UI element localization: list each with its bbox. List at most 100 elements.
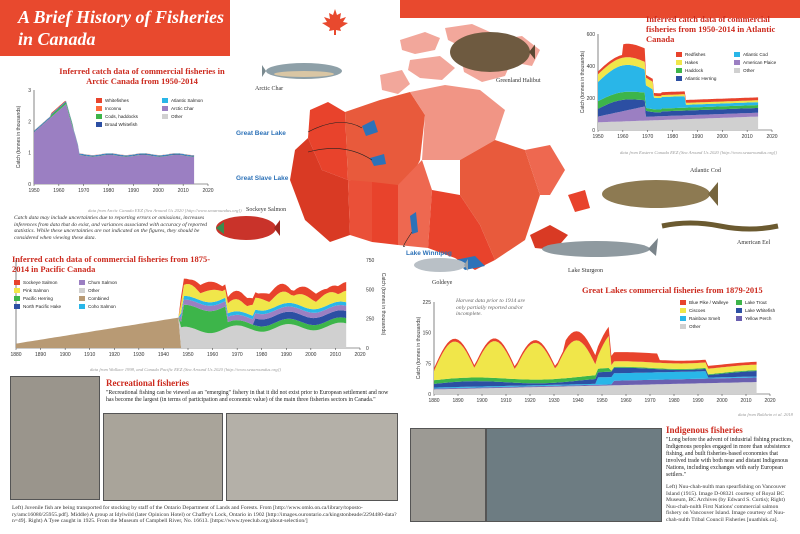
legend-label: Atlantic Cod (743, 51, 768, 57)
title-line-1: A Brief History of Fisheries (18, 7, 225, 27)
region-newfoundland (568, 190, 590, 212)
arctic-legend-item: Atlantic Salmon (162, 96, 228, 104)
legend-label: Other (88, 287, 100, 293)
pacific-legend-item: Chum Salmon (79, 278, 144, 286)
series-band (598, 57, 759, 105)
legend-label: Pacific Herring (23, 295, 53, 301)
pacific-legend-item: Combined (79, 294, 144, 302)
x-tick-label: 1950 (28, 188, 39, 194)
atlantic-legend-item: American Plaice (734, 58, 792, 66)
greatlakes-legend-item: Other (680, 322, 736, 330)
y-tick-label: 3 (28, 88, 31, 94)
x-tick-label: 1910 (500, 398, 511, 404)
greatlakes-legend-item: Yellow Perch (736, 314, 792, 322)
legend-label: Sockeye Salmon (23, 279, 58, 285)
series-band (434, 377, 757, 390)
x-tick-label: 2010 (178, 188, 189, 194)
series-band (34, 104, 195, 184)
series-band (598, 99, 759, 117)
legend-label: Pink Salmon (23, 287, 49, 293)
legend-swatch (676, 51, 682, 57)
legend-label: Redfishes (685, 51, 706, 57)
legend-label: Coho Salmon (88, 303, 116, 309)
arctic-legend-item: Arctic Char (162, 104, 228, 112)
region-quebec (460, 140, 540, 260)
goldeye-illustration (414, 258, 468, 272)
greatlakes-legend-item: Lake Trout (736, 298, 792, 306)
greatlakes-source: data from Baldwin et al. 2018 (738, 412, 793, 417)
x-tick-label: 1880 (428, 398, 439, 404)
arctic-source: data from Arctic Canada EEZ (Sea Around … (88, 208, 242, 213)
pacific-legend-item: Sockeye Salmon (14, 278, 79, 286)
title-line-2: in Canada (18, 29, 96, 49)
legend-label: Ciscoes (689, 307, 706, 313)
x-tick-label: 1930 (133, 352, 144, 358)
legend-label: Hakes (685, 59, 699, 65)
atlantic-legend-item: Atlantic Herring (676, 74, 734, 82)
lake-sturgeon-illustration (542, 238, 658, 257)
recreational-title: Recreational fisheries (106, 378, 190, 388)
x-tick-label: 2010 (742, 134, 753, 140)
y-axis-label: Catch (tonnes in thousands) (16, 105, 22, 168)
pacific-legend: Sockeye Salmon Chum Salmon Pink Salmon Othe… (14, 278, 144, 310)
y-tick-label: 75 (425, 361, 431, 367)
legend-label: Arctic Char (171, 105, 194, 111)
y-axis-label: Catch (tonnes in thousands) (380, 273, 386, 336)
x-tick-label: 1990 (281, 352, 292, 358)
legend-label: Other (689, 323, 701, 329)
series-band (16, 304, 347, 344)
pointer-great-slave (307, 148, 373, 161)
y-tick-label: 0 (592, 128, 595, 134)
label-great-bear-lake: Great Bear Lake (236, 130, 286, 137)
greatlakes-chart: 1880 1890 1900 1910 1920 1930 1940 1950 1960 1970… (416, 300, 776, 404)
x-tick-label: 2000 (305, 352, 316, 358)
x-tick-label: 1950 (182, 352, 193, 358)
legend-swatch (79, 295, 85, 301)
photo-spearfishing (410, 428, 486, 522)
american-eel-illustration (661, 220, 779, 232)
series-band (598, 64, 759, 110)
x-tick-label: 1970 (232, 352, 243, 358)
y-tick-label: 600 (587, 32, 596, 38)
pacific-source: data from Wallace 1998, and Canada Pacif… (90, 367, 282, 372)
label-lake-winnipeg: Lake Winnipeg (406, 250, 452, 257)
legend-swatch (96, 97, 102, 103)
y-tick-label: 0 (428, 392, 431, 398)
pointer-great-bear (307, 122, 363, 133)
legend-label: Atlantic Salmon (171, 97, 203, 103)
series-band (598, 91, 759, 113)
legend-label: Lake Whitefish (745, 307, 776, 313)
greatlakes-legend-item: Rainbow Smelt (680, 314, 736, 322)
x-tick-label: 1970 (78, 188, 89, 194)
legend-label: Lake Trout (745, 299, 767, 305)
atlantic-legend-item: Other (734, 66, 792, 74)
series-band (434, 382, 757, 394)
legend-label: American Plaice (743, 59, 777, 65)
x-tick-label: 2010 (330, 352, 341, 358)
series-band (434, 367, 757, 388)
atlantic-chart-title: Inferred catch data of commercial fisher… (646, 14, 776, 44)
legend-swatch (14, 287, 20, 293)
label-sockeye-salmon: Sockeye Salmon (246, 207, 287, 213)
legend-swatch (79, 303, 85, 309)
indigenous-title: Indigenous fisheries (666, 425, 743, 435)
x-tick-label: 1980 (667, 134, 678, 140)
y-tick-label: 250 (366, 317, 375, 323)
label-lake-sturgeon: Lake Sturgeon (568, 268, 604, 274)
series-band (16, 299, 347, 344)
pointer-winnipeg (403, 231, 413, 247)
atlantic-chart: 1950 1960 1970 1980 1990 2000 2010 2020 0 200 400 6… (580, 32, 778, 140)
greenland-halibut-illustration (450, 32, 535, 72)
region-labrador (525, 145, 565, 195)
x-tick-label: 1990 (692, 134, 703, 140)
x-tick-label: 1970 (644, 398, 655, 404)
atlantic-legend-item: Hakes (676, 58, 734, 66)
label-great-slave-lake: Great Slave Lake (236, 175, 289, 182)
legend-swatch (14, 295, 20, 301)
x-tick-label: 1900 (476, 398, 487, 404)
arctic-legend-item: Cods, haddocks (96, 112, 162, 120)
legend-swatch (14, 303, 20, 309)
x-tick-label: 1960 (620, 398, 631, 404)
title-banner (0, 0, 230, 56)
x-tick-label: 1900 (60, 352, 71, 358)
